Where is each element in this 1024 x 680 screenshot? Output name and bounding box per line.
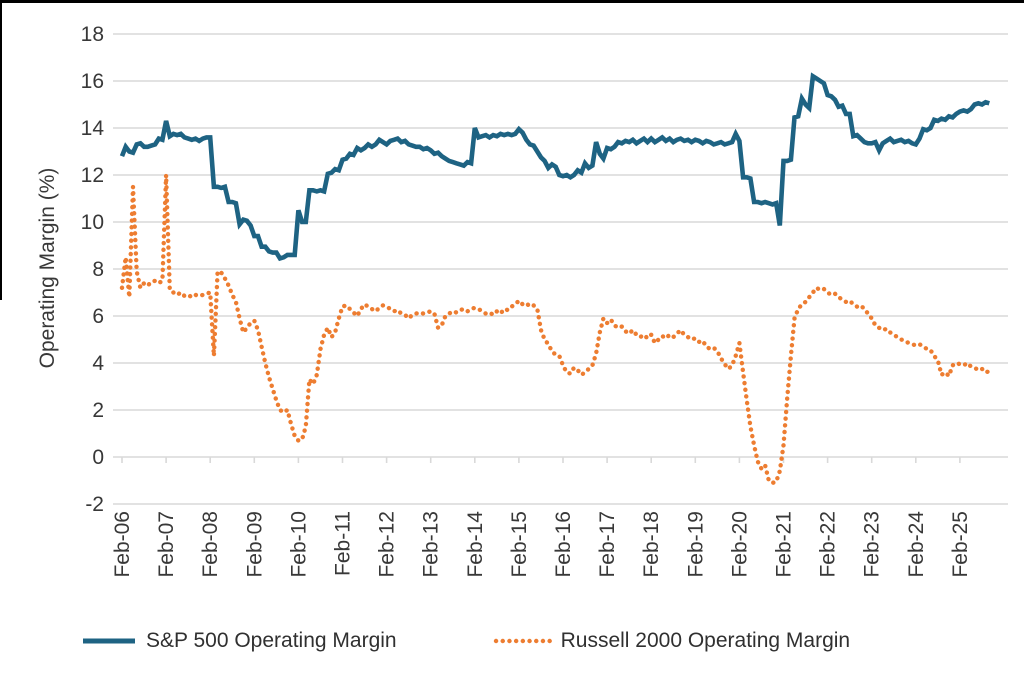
legend-item-russell2000: Russell 2000 Operating Margin	[493, 629, 851, 653]
y-tick-label-16: 16	[81, 70, 104, 93]
x-tick-label-Feb-08: Feb-08	[199, 511, 222, 578]
x-tick-label-Feb-15: Feb-15	[508, 511, 531, 578]
x-axis-ticks	[121, 457, 961, 463]
y-tick-label-2: 2	[92, 399, 104, 422]
x-tick-label-Feb-23: Feb-23	[861, 511, 884, 578]
x-tick-label-Feb-16: Feb-16	[552, 511, 575, 578]
x-tick-label-Feb-19: Feb-19	[684, 511, 707, 578]
window-top-edge	[0, 0, 1024, 3]
legend-label-sp500: S&P 500 Operating Margin	[146, 629, 397, 652]
x-tick-label-Feb-10: Feb-10	[287, 511, 310, 578]
y-tick-label--2: -2	[85, 493, 104, 516]
legend-item-sp500: S&P 500 Operating Margin	[80, 629, 397, 653]
window-left-edge	[0, 0, 2, 300]
y-tick-label-4: 4	[92, 352, 104, 375]
x-tick-label-Feb-24: Feb-24	[905, 511, 928, 578]
y-tick-label-6: 6	[92, 305, 104, 328]
x-tick-label-Feb-07: Feb-07	[155, 511, 178, 578]
x-tick-label-Feb-12: Feb-12	[376, 511, 399, 578]
x-tick-label-Feb-17: Feb-17	[596, 511, 619, 578]
x-tick-label-Feb-21: Feb-21	[773, 511, 796, 578]
sp500-line-series	[119, 72, 990, 262]
russell2000-dotted-swatch	[493, 638, 552, 644]
x-axis-tick-labels: Feb-06 Feb-07 Feb-08 Feb-09 Feb-10 Feb-11 Feb-…	[111, 511, 972, 578]
y-tick-label-8: 8	[92, 258, 104, 281]
y-tick-label-18: 18	[81, 23, 104, 46]
x-tick-label-Feb-13: Feb-13	[420, 511, 443, 578]
legend: S&P 500 Operating Margin Russell 2000 Op…	[80, 624, 850, 658]
x-tick-label-Feb-25: Feb-25	[949, 511, 972, 578]
gridlines	[113, 33, 1008, 505]
x-tick-label-Feb-20: Feb-20	[728, 511, 751, 578]
legend-label-russell2000: Russell 2000 Operating Margin	[560, 629, 851, 652]
x-tick-label-Feb-22: Feb-22	[817, 511, 840, 578]
sp500-line-swatch	[83, 638, 135, 644]
y-axis-title: Operating Margin (%)	[36, 168, 59, 369]
y-axis-tick-labels: 18 16 14 12 10 8 6 4 2 0 -2	[81, 23, 105, 516]
y-tick-label-0: 0	[92, 446, 104, 469]
x-tick-label-Feb-06: Feb-06	[111, 511, 134, 578]
russell2000-dotted-series	[119, 172, 992, 486]
y-tick-label-12: 12	[81, 164, 104, 187]
x-tick-label-Feb-11: Feb-11	[332, 511, 355, 576]
x-tick-label-Feb-14: Feb-14	[464, 511, 487, 578]
y-tick-label-14: 14	[81, 117, 105, 140]
y-tick-label-10: 10	[81, 211, 104, 234]
x-tick-label-Feb-09: Feb-09	[243, 511, 266, 578]
series-lines	[119, 72, 992, 486]
x-tick-label-Feb-18: Feb-18	[640, 511, 663, 578]
